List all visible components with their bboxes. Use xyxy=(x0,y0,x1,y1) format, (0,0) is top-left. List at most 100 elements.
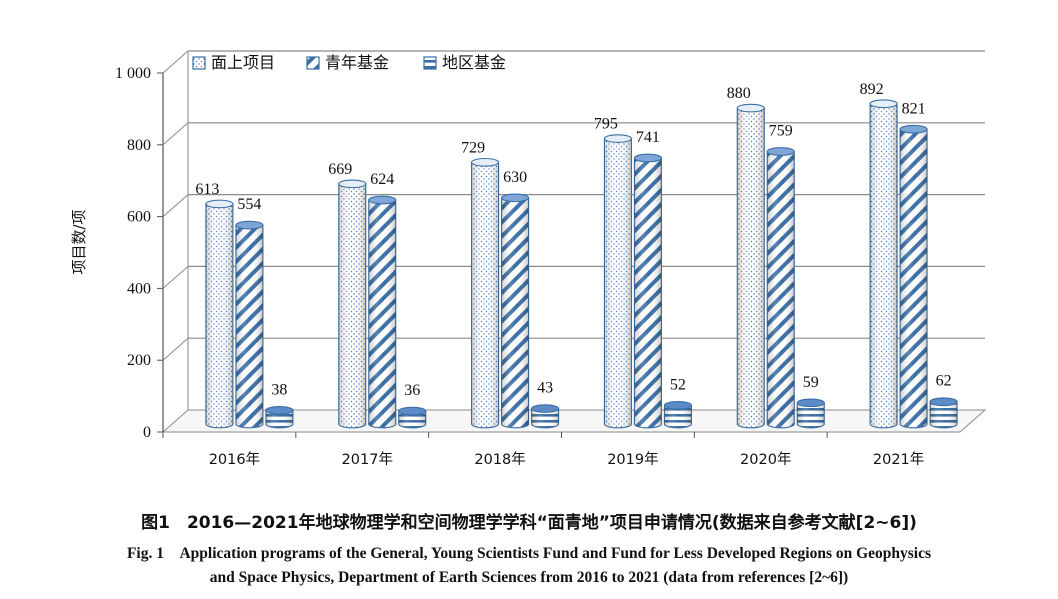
gridlines xyxy=(162,50,985,361)
bar-0-5 xyxy=(869,99,898,429)
bar-shade-2-2 xyxy=(531,408,559,428)
gridline-diag-200 xyxy=(162,337,189,361)
legend: 面上项目 青年基金 地区基金 xyxy=(192,53,506,72)
legend-label-2: 地区基金 xyxy=(442,53,506,72)
bar-shade-1-0 xyxy=(235,225,263,428)
tick-label-600: 600 xyxy=(127,209,151,226)
bar-top-2-0 xyxy=(265,406,294,415)
bar-0-0 xyxy=(205,199,234,429)
x-axis-categories: 2016年 2017年 2018年 2019年 2020年 2021年 xyxy=(162,432,924,468)
bar-top-0-4 xyxy=(736,103,765,113)
bar-top-0-2 xyxy=(471,157,500,167)
legend-swatch-0 xyxy=(192,56,206,70)
bar-shade-2-4 xyxy=(797,402,825,428)
data-label-0-4: 880 xyxy=(727,85,751,102)
bar-top-2-1 xyxy=(398,406,427,416)
bar-2-4 xyxy=(796,398,825,429)
bar-shade-2-1 xyxy=(398,411,426,428)
bar-2-1 xyxy=(398,406,427,429)
gridline-diag-1000 xyxy=(162,50,189,74)
bar-top-0-0 xyxy=(205,199,234,209)
bar-top-1-4 xyxy=(766,147,795,156)
gridline-diag-600 xyxy=(162,194,189,217)
data-label-0-1: 669 xyxy=(328,161,352,178)
data-label-0-0: 613 xyxy=(195,181,219,198)
legend-label-1: 青年基金 xyxy=(325,53,389,72)
data-label-2-1: 36 xyxy=(404,382,420,399)
bar-top-2-5 xyxy=(929,397,958,407)
y-axis-ticks: 0 200 400 600 800 1 000 xyxy=(115,65,163,441)
bars xyxy=(205,99,958,429)
bar-shade-2-0 xyxy=(265,410,293,428)
bar-1-2 xyxy=(501,193,530,429)
bar-top-0-3 xyxy=(603,134,632,143)
y-axis-label: 项目数/项 xyxy=(70,209,88,274)
bar-shade-0-5 xyxy=(870,103,898,428)
bar-top-1-3 xyxy=(633,153,662,163)
data-label-1-0: 554 xyxy=(237,196,261,213)
category-label-0: 2016年 xyxy=(209,451,260,468)
tick-label-0: 0 xyxy=(143,424,151,441)
bar-1-1 xyxy=(368,195,397,429)
bar-shade-0-3 xyxy=(604,138,632,428)
bar-chart: 0 200 400 600 800 1 000 2016年 2017年 2018年 2019年 2… xyxy=(70,50,987,468)
bar-top-1-0 xyxy=(235,220,264,230)
data-label-0-5: 892 xyxy=(860,81,884,98)
data-label-2-3: 52 xyxy=(670,376,686,393)
bar-2-5 xyxy=(929,397,958,429)
data-label-2-5: 62 xyxy=(936,373,952,390)
bar-0-4 xyxy=(736,103,765,429)
bar-1-5 xyxy=(899,124,928,429)
bar-top-2-3 xyxy=(663,400,692,410)
tick-label-400: 400 xyxy=(127,280,151,297)
bar-top-0-5 xyxy=(869,99,898,109)
bar-2-2 xyxy=(531,404,560,429)
bar-1-4 xyxy=(766,147,795,429)
data-label-2-4: 59 xyxy=(803,374,819,391)
bar-top-2-2 xyxy=(531,404,560,413)
bar-top-1-2 xyxy=(501,193,530,203)
bar-shade-1-1 xyxy=(368,199,396,428)
data-label-1-4: 759 xyxy=(769,123,793,140)
bar-top-1-1 xyxy=(368,195,397,205)
bar-top-1-5 xyxy=(899,124,928,134)
bar-shade-1-4 xyxy=(767,151,795,428)
bar-shade-1-3 xyxy=(634,157,662,428)
tick-label-800: 800 xyxy=(127,137,151,154)
gridline-diag-800 xyxy=(162,122,189,146)
bar-0-1 xyxy=(338,179,367,429)
gridline-diag-400 xyxy=(162,266,189,289)
data-label-2-0: 38 xyxy=(271,381,287,398)
data-label-1-2: 630 xyxy=(503,169,527,186)
figure-caption-en-line2: and Space Physics, Department of Earth S… xyxy=(209,569,849,586)
bar-shade-1-5 xyxy=(900,129,928,428)
data-label-0-3: 795 xyxy=(594,116,618,133)
bar-top-2-4 xyxy=(796,398,825,408)
tick-label-1000: 1 000 xyxy=(115,65,151,82)
data-labels: 613 554 38 669 624 36 729 630 43 795 741 52 880 759 59… xyxy=(195,81,951,399)
data-label-0-2: 729 xyxy=(461,139,485,156)
category-label-1: 2017年 xyxy=(342,451,393,468)
bar-shade-0-4 xyxy=(737,108,765,428)
bar-shade-1-2 xyxy=(501,197,529,428)
category-label-5: 2021年 xyxy=(873,451,924,468)
bar-0-2 xyxy=(471,157,500,429)
legend-swatch-1 xyxy=(306,56,320,70)
bar-shade-0-0 xyxy=(205,203,233,428)
bar-1-0 xyxy=(235,220,264,429)
data-label-1-1: 624 xyxy=(370,171,394,188)
bar-2-3 xyxy=(663,400,692,429)
bar-shade-0-2 xyxy=(471,162,499,428)
bar-shade-0-1 xyxy=(338,183,366,428)
category-label-3: 2019年 xyxy=(607,451,658,468)
legend-swatch-2 xyxy=(423,56,437,70)
category-label-2: 2018年 xyxy=(474,451,525,468)
figure-caption-en-line1: Fig. 1 Application programs of the Gener… xyxy=(126,545,932,562)
data-label-1-3: 741 xyxy=(636,129,660,146)
bar-shade-2-5 xyxy=(930,401,958,428)
figure-caption-cn: 图1 2016—2021年地球物理学和空间物理学学科“面青地”项目申请情况(数据… xyxy=(141,513,917,533)
bar-1-3 xyxy=(633,153,662,429)
bar-0-3 xyxy=(603,134,632,429)
tick-label-200: 200 xyxy=(127,352,151,369)
bar-shade-2-3 xyxy=(664,405,692,428)
